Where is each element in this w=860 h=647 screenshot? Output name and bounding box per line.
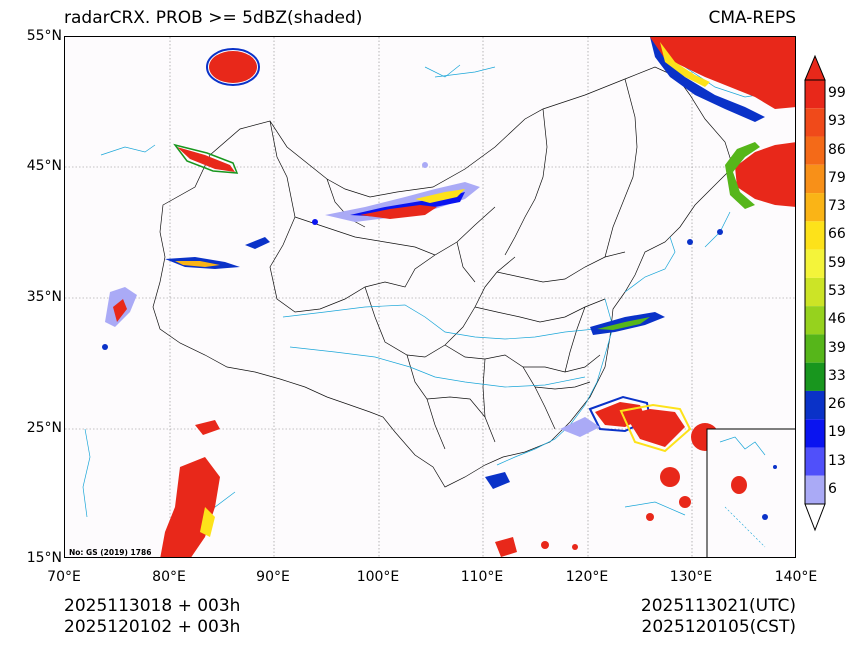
colorbar-segment	[805, 108, 825, 137]
graticule	[65, 37, 795, 557]
lon-label-130e: 130°E	[669, 569, 713, 585]
footer-left: 2025113018 + 003h 2025120102 + 003h	[64, 596, 240, 638]
inset-map-box	[706, 428, 795, 557]
colorbar-segment	[805, 306, 825, 335]
chart-title-left: radarCRX. PROB >= 5dBZ(shaded)	[64, 8, 363, 28]
lon-label-70e: 70°E	[47, 569, 81, 585]
footer-valid-utc: 2025113021(UTC)	[640, 596, 796, 616]
colorbar-segment	[805, 249, 825, 278]
probability-shading	[102, 37, 795, 557]
lat-label-35n: 35°N	[26, 289, 62, 305]
colorbar-segment	[805, 277, 825, 307]
map-canvas	[65, 37, 795, 557]
lon-label-120e: 120°E	[565, 569, 609, 585]
lat-label-45n: 45°N	[26, 158, 62, 174]
colorbar-segment	[805, 447, 825, 476]
colorbar-label: 19	[828, 424, 846, 441]
footer-init-cst: 2025120102 + 003h	[64, 617, 241, 637]
colorbar-segment	[805, 221, 825, 250]
colorbar-label: 93	[828, 113, 846, 130]
colorbar-segment	[805, 136, 825, 165]
colorbar-segment	[805, 193, 825, 222]
colorbar-label: 26	[828, 396, 846, 413]
colorbar-segment	[805, 80, 825, 109]
colorbar-segment	[805, 475, 825, 504]
footer-init-utc: 2025113018 + 003h	[64, 596, 241, 616]
colorbar-top-arrow	[804, 54, 826, 81]
colorbar-segment	[805, 164, 825, 194]
lon-label-110e: 110°E	[460, 569, 504, 585]
colorbar-label: 86	[828, 141, 846, 158]
footer-right: 2025113021(UTC) 2025120105(CST)	[641, 596, 796, 638]
lon-label-140e: 140°E	[774, 569, 818, 585]
colorbar-label: 99	[828, 85, 846, 102]
colorbar-label: 66	[828, 226, 846, 243]
colorbar-segment	[805, 362, 825, 391]
rivers-coastline	[82, 64, 795, 518]
colorbar-segment	[805, 334, 825, 363]
lat-label-25n: 25°N	[26, 420, 62, 436]
country-boundaries	[152, 66, 734, 488]
colorbar-bottom-arrow	[804, 503, 826, 532]
lon-label-100e: 100°E	[356, 569, 400, 585]
colorbar-segment	[805, 419, 825, 448]
colorbar	[804, 54, 826, 532]
map-approval-note: No: GS (2019) 1786	[69, 548, 152, 557]
chart-title-right: CMA-REPS	[708, 8, 796, 28]
colorbar-segment	[805, 390, 825, 420]
colorbar-label: 59	[828, 254, 846, 271]
colorbar-label: 33	[828, 367, 846, 384]
colorbar-label: 53	[828, 283, 846, 299]
lat-label-55n: 55°N	[26, 28, 62, 44]
colorbar-label: 13	[828, 452, 846, 469]
colorbar-label: 79	[828, 169, 846, 186]
colorbar-label: 73	[828, 198, 846, 215]
colorbar-label: 39	[828, 339, 846, 356]
lon-label-80e: 80°E	[152, 569, 186, 585]
colorbar-label: 46	[828, 311, 846, 328]
lon-label-90e: 90°E	[256, 569, 290, 585]
footer-valid-cst: 2025120105(CST)	[641, 617, 796, 637]
colorbar-label: 6	[828, 480, 837, 497]
lat-label-15n: 15°N	[26, 550, 62, 566]
map-panel	[64, 36, 796, 558]
